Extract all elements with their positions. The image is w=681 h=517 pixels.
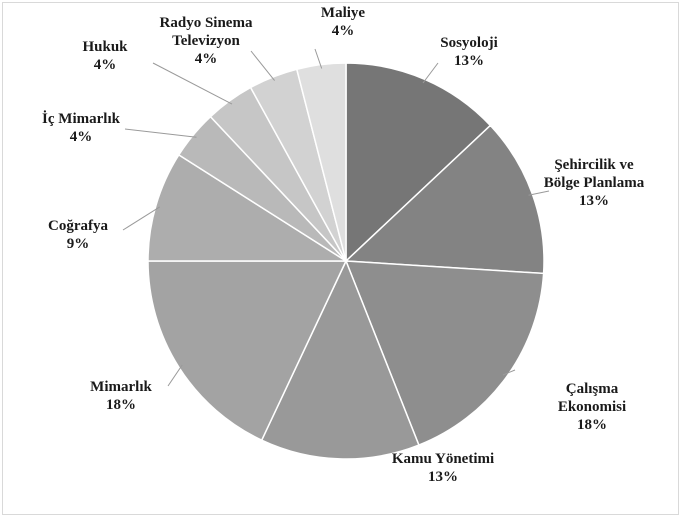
- slice-value-label: 4%: [70, 129, 93, 145]
- leader-lines: [122, 48, 550, 456]
- slice-label: Şehircilik ve Bölge Planlama 13%: [544, 157, 645, 209]
- leader-line: [152, 62, 233, 105]
- slice-name-label: Şehircilik ve: [554, 157, 634, 173]
- pie-slice--al-ma-ekonomisi: [344, 260, 545, 447]
- slice-name-label: Radyo Sinema: [160, 15, 253, 31]
- slice-label: Radyo Sinema Televizyon 4%: [160, 15, 253, 67]
- leader-line: [528, 190, 550, 196]
- slice-name-label: Hukuk: [82, 39, 128, 55]
- leader-line: [167, 364, 183, 387]
- leader-line: [122, 206, 160, 231]
- slice-label: Sosyoloji 13%: [440, 35, 498, 69]
- slice-labels: Sosyoloji 13% Şehircilik ve Bölge Planlama 1…: [42, 5, 645, 485]
- leader-line: [124, 128, 197, 138]
- slice-label: Maliye 4%: [321, 5, 365, 39]
- slice-name-label: Mimarlık: [90, 379, 152, 395]
- slice-name-label: İç Mimarlık: [42, 110, 121, 127]
- slice-value-label: 4%: [195, 51, 218, 67]
- pie-slice--ehircilik-ve-b-lge-planlama: [344, 124, 545, 275]
- pie-chart: Sosyoloji 13% Şehircilik ve Bölge Planlama 1…: [42, 5, 645, 485]
- slice-value-label: 13%: [454, 53, 484, 69]
- slice-value-label: 18%: [106, 397, 136, 413]
- slice-name-label: Maliye: [321, 5, 365, 21]
- pie-slice-sosyoloji: [345, 62, 492, 263]
- slice-name-label: Çalışma: [566, 381, 619, 397]
- slice-label: Hukuk 4%: [82, 39, 128, 73]
- leader-line: [314, 48, 323, 69]
- leader-line: [250, 50, 275, 81]
- pie-slice-kamu-y-netimi: [260, 259, 420, 460]
- pie-slice-co-rafya: [147, 153, 349, 262]
- slice-name-label: Bölge Planlama: [544, 175, 645, 191]
- leader-line: [502, 369, 516, 376]
- slice-value-label: 4%: [332, 23, 355, 39]
- slice-label: Mimarlık 18%: [90, 379, 152, 413]
- slice-value-label: 13%: [428, 469, 458, 485]
- pie-slices: [147, 62, 545, 460]
- slice-value-label: 18%: [577, 417, 607, 433]
- pie-slice-maliye: [295, 62, 347, 262]
- slice-value-label: 13%: [579, 193, 609, 209]
- slice-label: Kamu Yönetimi 13%: [392, 451, 494, 485]
- slice-name-label: Kamu Yönetimi: [392, 451, 494, 467]
- pie-slice-mimarl-k: [147, 260, 348, 442]
- leader-line: [422, 62, 439, 84]
- slice-value-label: 4%: [94, 57, 117, 73]
- slice-name-label: Televizyon: [172, 33, 240, 49]
- slice-name-label: Sosyoloji: [440, 35, 498, 51]
- slice-label: Çalışma Ekonomisi 18%: [558, 381, 626, 433]
- slice-name-label: Coğrafya: [48, 218, 108, 234]
- slice-name-label: Ekonomisi: [558, 399, 626, 415]
- slice-label: İç Mimarlık 4%: [42, 110, 121, 145]
- slice-value-label: 9%: [67, 236, 90, 252]
- slice-label: Coğrafya 9%: [48, 218, 108, 252]
